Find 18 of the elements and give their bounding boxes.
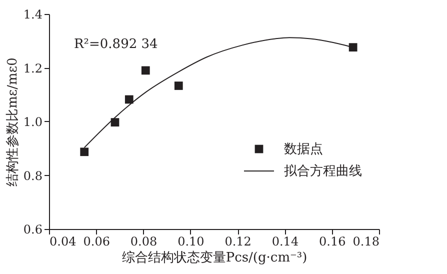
x-tick-label: 0.10 xyxy=(178,234,204,248)
y-tick-label: 1.4 xyxy=(23,8,43,22)
x-tick-label: 0.18 xyxy=(352,234,380,248)
y-tick-label: 0.6 xyxy=(23,222,42,236)
legend-label: 数据点 xyxy=(284,142,323,157)
x-tick-label: 0.06 xyxy=(83,234,110,248)
x-tick-label: 0.12 xyxy=(224,234,252,248)
x-tick-label: 0.08 xyxy=(130,234,158,248)
y-tick-label: 1.2 xyxy=(23,61,42,76)
x-tick-label: 0.14 xyxy=(272,234,299,248)
x-tick-label: 0.04 xyxy=(50,234,77,248)
y-tick-label: 0.8 xyxy=(23,168,42,183)
x-axis-title: 综合结构状态变量Pcs/(g·cm⁻³) xyxy=(122,250,308,266)
y-axis-title: 结构性参数比mε/mε0 xyxy=(5,58,20,186)
y-tick-label: 1.0 xyxy=(23,115,42,129)
x-tick-label: 0.16 xyxy=(319,234,346,248)
annotation: R²=0.892 34 xyxy=(74,37,158,52)
legend-label: 拟合方程曲线 xyxy=(284,163,362,179)
